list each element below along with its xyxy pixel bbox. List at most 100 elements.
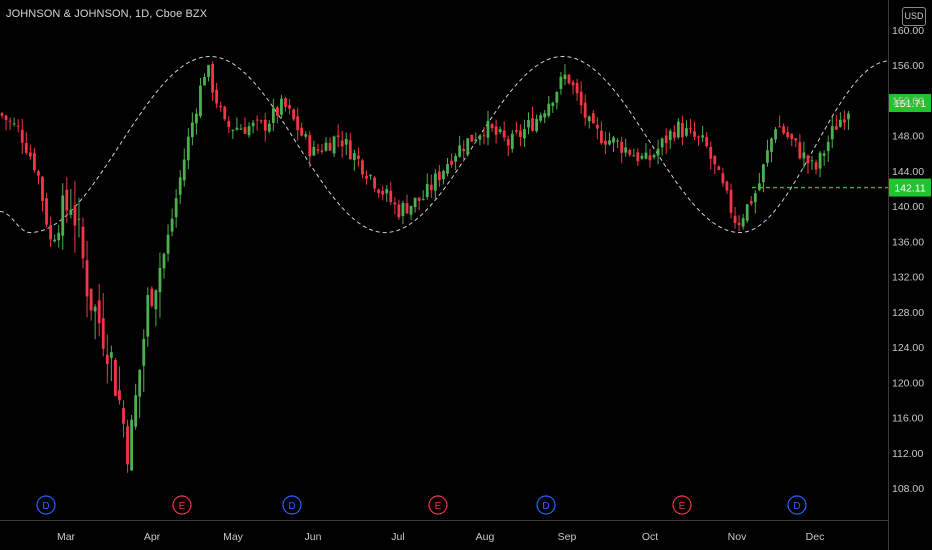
candle-body <box>717 166 721 170</box>
candle-body <box>527 120 530 128</box>
x-tick-label: Oct <box>642 531 658 543</box>
candle-body <box>186 136 190 161</box>
candle-body <box>195 113 198 124</box>
candle-body <box>470 134 474 142</box>
candle-body <box>41 176 44 201</box>
x-tick-label: May <box>223 531 244 543</box>
candle-body <box>458 145 462 157</box>
horizontal-level-line: 142.11 151.71 <box>752 94 931 197</box>
candle-body <box>571 82 575 86</box>
dividend-marker[interactable]: D <box>282 495 302 515</box>
candle-body <box>822 153 826 156</box>
y-tick-label: 128.00 <box>892 307 924 319</box>
candle-body <box>57 232 61 241</box>
candle-body <box>794 138 798 141</box>
candle-body <box>77 218 81 220</box>
candle-body <box>33 153 36 171</box>
y-tick-label: 120.00 <box>892 377 924 389</box>
candle-body <box>37 171 40 176</box>
candle-body <box>73 205 77 226</box>
candle-body <box>134 395 138 427</box>
candle-body <box>352 153 356 161</box>
candle-body <box>786 132 790 138</box>
candle-body <box>778 126 781 128</box>
candle-body <box>624 147 628 153</box>
x-tick-label: Jun <box>305 531 322 543</box>
y-tick-label: 116.00 <box>892 413 923 425</box>
candle-body <box>587 116 591 122</box>
candle-body <box>16 125 20 127</box>
candle-body <box>409 205 413 215</box>
candle-body <box>259 120 263 122</box>
candle-body <box>567 74 571 84</box>
candle-body <box>798 142 802 159</box>
candle-body <box>531 118 534 131</box>
candle-body <box>20 129 24 143</box>
candle-body <box>316 149 320 151</box>
time-axis: Mar Apr May Jun Jul Aug Sep Oct Nov Dec <box>57 531 824 543</box>
x-tick-label: Mar <box>57 531 76 543</box>
candle-body <box>640 155 644 159</box>
candle-body <box>648 155 652 161</box>
candle-body <box>336 135 340 138</box>
y-tick-label: 108.00 <box>892 483 924 495</box>
candle-body <box>709 146 713 159</box>
candle-body <box>595 124 599 129</box>
current-price-label: 151.71 <box>894 98 926 110</box>
candle-body <box>770 138 773 153</box>
candle-body <box>749 201 753 204</box>
candle-body <box>591 113 595 124</box>
candle-body <box>616 140 619 142</box>
candle-body <box>543 113 547 118</box>
candle-body <box>397 204 401 218</box>
candle-body <box>118 390 121 401</box>
dividend-marker[interactable]: D <box>536 495 556 515</box>
candle-body <box>211 64 214 93</box>
candle-body <box>628 149 632 155</box>
dividend-marker[interactable]: D <box>36 495 56 515</box>
candle-body <box>223 106 227 120</box>
candle-body <box>612 137 615 143</box>
earnings-marker[interactable]: E <box>428 495 448 515</box>
candle-body <box>705 136 709 147</box>
candle-body <box>69 209 73 215</box>
level-price-label: 142.11 <box>894 183 925 195</box>
y-tick-label: 112.00 <box>892 448 923 460</box>
x-tick-label: Jul <box>391 531 404 543</box>
candle-body <box>498 129 502 133</box>
candle-body <box>207 65 210 77</box>
event-label: E <box>679 501 686 512</box>
candle-body <box>150 288 154 306</box>
event-label: D <box>542 501 549 512</box>
candle-body <box>174 198 178 218</box>
candle-body <box>725 181 729 191</box>
x-tick-label: Nov <box>728 531 747 543</box>
candle-body <box>0 113 4 116</box>
candle-body <box>215 89 219 104</box>
y-tick-label: 132.00 <box>892 272 924 284</box>
candle-body <box>190 122 194 138</box>
candle-body <box>24 143 28 153</box>
candle-body <box>239 128 243 130</box>
candle-body <box>340 140 344 147</box>
candle-body <box>689 128 692 130</box>
earnings-marker[interactable]: E <box>672 495 692 515</box>
candle-body <box>170 218 174 232</box>
candle-body <box>652 155 656 158</box>
candle-body <box>166 234 170 254</box>
candle-body <box>178 177 182 195</box>
earnings-marker[interactable]: E <box>172 495 192 515</box>
candle-body <box>142 338 146 366</box>
currency-button[interactable]: USD <box>902 7 926 26</box>
dividend-marker[interactable]: D <box>787 495 807 515</box>
candle-body <box>830 126 834 140</box>
candle-body <box>486 120 490 138</box>
candle-body <box>421 199 425 201</box>
x-tick-label: Aug <box>476 531 495 543</box>
candle-body <box>255 119 259 121</box>
candle-body <box>199 85 202 117</box>
sine-curve <box>0 55 891 234</box>
candle-body <box>539 115 543 121</box>
candle-body <box>344 138 348 145</box>
